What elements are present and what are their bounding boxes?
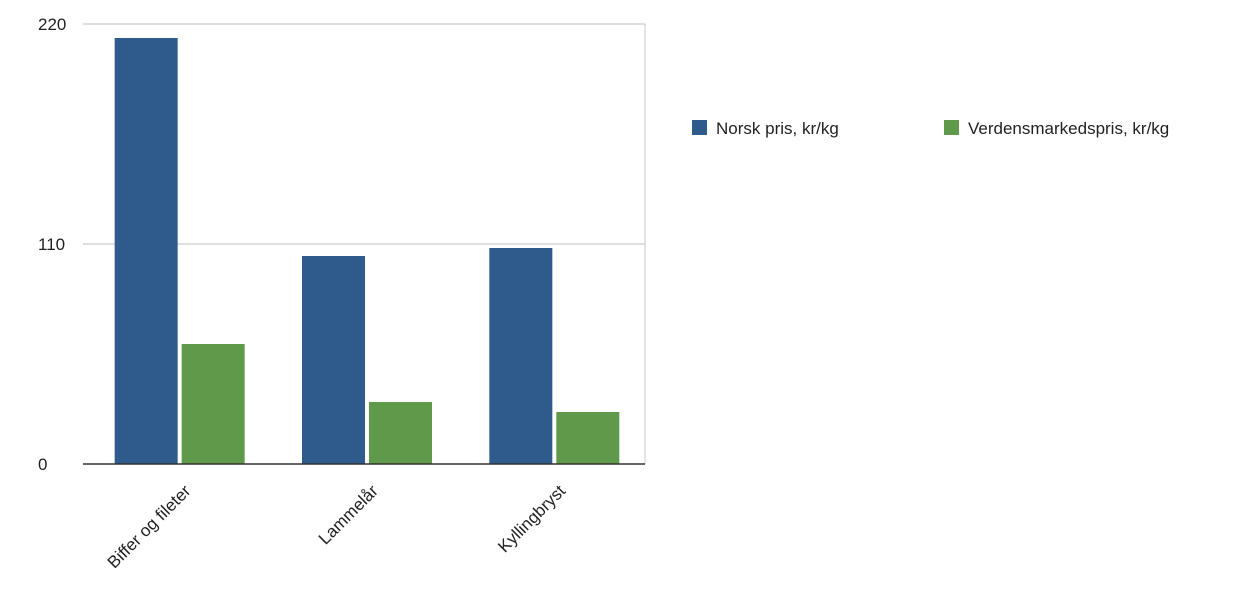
bar-verdensmarkedspris xyxy=(556,412,620,464)
bar-norsk-pris xyxy=(114,38,178,464)
legend-label: Verdensmarkedspris, kr/kg xyxy=(968,119,1169,138)
x-category-label: Biffer og fileter xyxy=(104,481,195,572)
legend: Norsk pris, kr/kg Verdensmarkedspris, kr/… xyxy=(692,119,1169,138)
legend-label: Norsk pris, kr/kg xyxy=(716,119,839,138)
y-tick-label: 0 xyxy=(38,455,47,474)
y-tick-label: 220 xyxy=(38,15,66,34)
y-tick-label: 110 xyxy=(38,235,65,254)
bar-verdensmarkedspris xyxy=(181,344,245,464)
legend-swatch xyxy=(944,120,959,135)
x-category-label: Lammelår xyxy=(315,481,382,548)
bar-norsk-pris xyxy=(302,256,365,464)
plot-area: 0 110 220 Biffer og fileter Lammelår Kyllingb… xyxy=(38,15,646,572)
bar-norsk-pris xyxy=(489,248,553,464)
bar-verdensmarkedspris xyxy=(369,402,432,464)
x-category-label: Kyllingbryst xyxy=(494,481,569,556)
legend-swatch xyxy=(692,120,707,135)
